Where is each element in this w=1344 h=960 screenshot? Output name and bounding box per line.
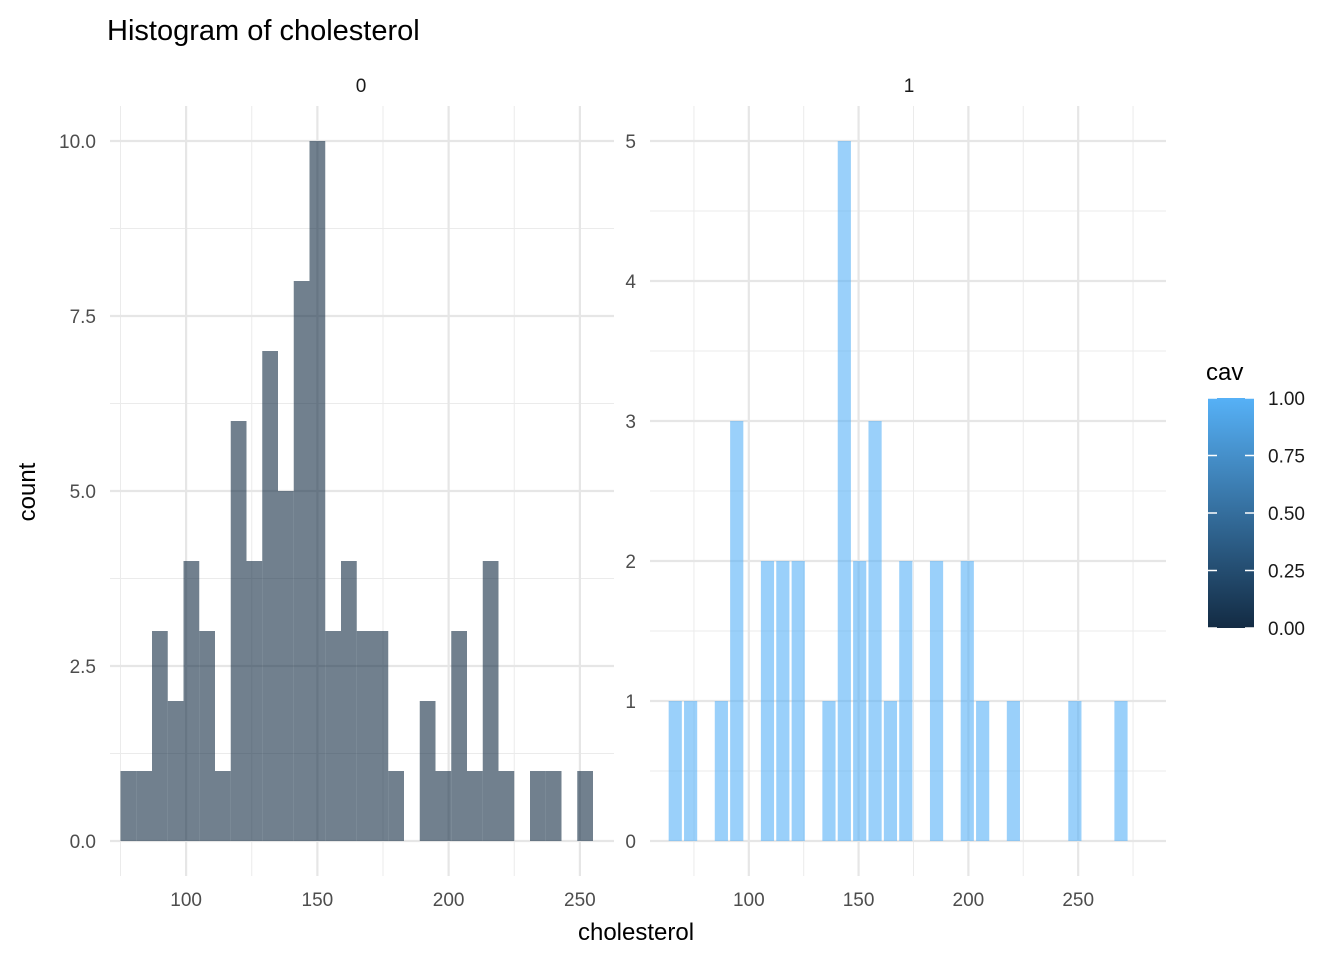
color-legend: cav 0.00 0.25 0.50 0.75 1.00	[1206, 359, 1305, 640]
panel-0-y-tick-labels: 0.0 2.5 5.0 7.5 10.0	[59, 132, 96, 853]
histogram-bar	[136, 771, 152, 841]
histogram-bar	[960, 561, 974, 841]
panel-1-x-tick-labels: 100 150 200 250	[733, 890, 1094, 911]
facet-strip-label-1: 1	[904, 76, 915, 97]
histogram-bar	[899, 561, 913, 841]
histogram-bar	[577, 771, 593, 841]
histogram-bar	[545, 771, 562, 841]
legend-tick-label: 0.00	[1268, 619, 1305, 640]
panel-1-y-tick-labels: 0 1 2 3 4 5	[625, 132, 636, 853]
histogram-bar	[822, 701, 836, 841]
histogram-bar	[482, 561, 499, 841]
histogram-bar	[278, 491, 294, 841]
histogram-bar	[684, 701, 698, 841]
histogram-bar	[776, 561, 790, 841]
histogram-bar	[230, 421, 247, 841]
facet-panel-1: 1 0 1 2 3 4 5 100 150 200 250	[625, 76, 1166, 911]
histogram-bar	[293, 281, 310, 841]
x-tick-label: 250	[564, 890, 596, 911]
panel-0-x-tick-labels: 100 150 200 250	[170, 890, 595, 911]
histogram-bar	[388, 771, 404, 841]
y-tick-label: 0	[625, 832, 636, 853]
facet-panel-0: 0 0.0 2.5 5.0 7.5 10.0 100 150 200 250	[59, 76, 614, 911]
y-tick-label: 7.5	[70, 307, 96, 328]
histogram-bar	[167, 701, 184, 841]
histogram-bar	[451, 631, 467, 841]
legend-ticks: 0.00 0.25 0.50 0.75 1.00	[1208, 389, 1305, 640]
x-axis-title: cholesterol	[578, 919, 694, 946]
legend-title: cav	[1206, 359, 1243, 386]
histogram-bar	[976, 701, 990, 841]
histogram-bar	[372, 631, 389, 841]
x-tick-label: 150	[302, 890, 334, 911]
histogram-bar	[837, 141, 851, 841]
y-tick-label: 4	[625, 272, 636, 293]
histogram-bar	[929, 561, 944, 841]
y-tick-label: 5.0	[70, 482, 96, 503]
histogram-bar	[356, 631, 373, 841]
facet-strip-label-0: 0	[356, 76, 367, 97]
histogram-bar	[215, 771, 231, 841]
x-tick-label: 150	[843, 890, 875, 911]
histogram-bar	[341, 561, 357, 841]
histogram-bar	[262, 351, 278, 841]
x-tick-label: 200	[433, 890, 465, 911]
histogram-bar	[325, 631, 341, 841]
y-tick-label: 2.5	[70, 657, 96, 678]
histogram-bar	[246, 561, 263, 841]
panel-0-bars	[120, 141, 593, 841]
y-tick-label: 5	[625, 132, 636, 153]
histogram-bar	[530, 771, 546, 841]
histogram-bar	[435, 771, 452, 841]
y-axis-title: count	[14, 462, 41, 521]
histogram-bar	[853, 561, 867, 841]
y-tick-label: 0.0	[70, 832, 96, 853]
histogram-bar	[714, 701, 728, 841]
y-tick-label: 2	[625, 552, 636, 573]
histogram-bar	[730, 421, 744, 841]
x-tick-label: 100	[733, 890, 765, 911]
histogram-bar	[1068, 701, 1082, 841]
histogram-bar	[467, 771, 483, 841]
histogram-bar	[868, 421, 882, 841]
histogram-bar	[883, 701, 898, 841]
x-tick-label: 200	[953, 890, 985, 911]
y-tick-label: 10.0	[59, 132, 96, 153]
histogram-bar	[199, 631, 215, 841]
y-tick-label: 1	[625, 692, 636, 713]
legend-tick-label: 0.50	[1268, 504, 1305, 525]
y-tick-label: 3	[625, 412, 636, 433]
histogram-bar	[152, 631, 168, 841]
histogram-bar	[760, 561, 775, 841]
legend-tick-label: 1.00	[1268, 389, 1305, 410]
histogram-bar	[1114, 701, 1128, 841]
histogram-bar	[419, 701, 436, 841]
x-tick-label: 100	[170, 890, 202, 911]
histogram-bar	[791, 561, 805, 841]
histogram-bar	[668, 701, 682, 841]
x-tick-label: 250	[1062, 890, 1094, 911]
legend-tick-label: 0.75	[1268, 447, 1305, 468]
legend-tick-label: 0.25	[1268, 562, 1305, 583]
histogram-bar	[183, 561, 200, 841]
chart-title: Histogram of cholesterol	[107, 15, 420, 47]
histogram-bar	[309, 141, 326, 841]
panel-1-bars	[668, 141, 1128, 841]
histogram-bar	[498, 771, 515, 841]
histogram-bar	[120, 771, 137, 841]
histogram-bar	[1006, 701, 1020, 841]
